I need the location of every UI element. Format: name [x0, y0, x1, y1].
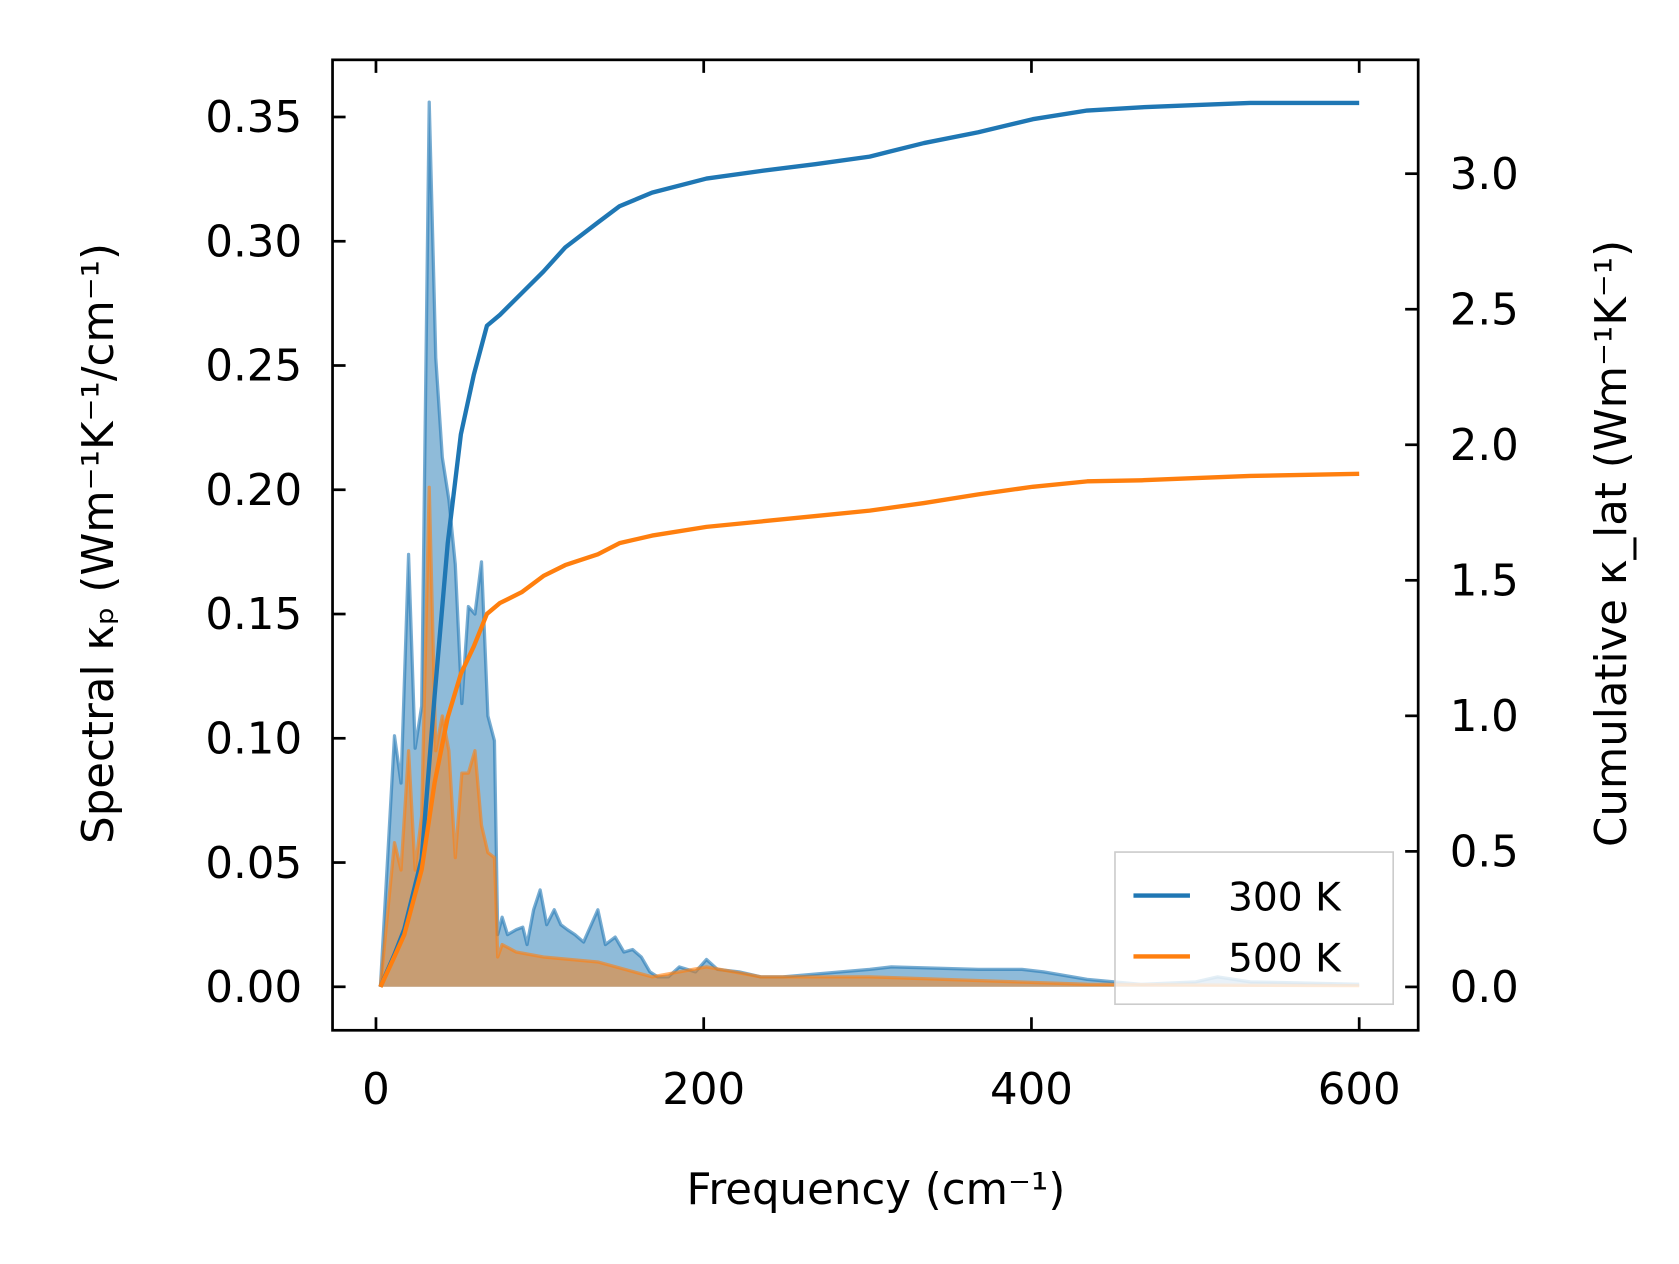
- legend-label-300k: 300 K: [1228, 876, 1342, 921]
- y-right-tick-label: 0.5: [1450, 828, 1519, 878]
- y-axis-left-label: Spectral κₚ (Wm⁻¹K⁻¹/cm⁻¹): [74, 243, 124, 844]
- y-left-tick-label: 0.05: [205, 839, 302, 889]
- y-right-tick-label: 2.5: [1450, 285, 1519, 335]
- y-right-tick-label: 2.0: [1450, 421, 1519, 471]
- cumulative-line-500k: [378, 471, 1360, 988]
- y-left-tick-label: 0.00: [205, 963, 302, 1013]
- plot-frame: [331, 58, 1420, 1032]
- spectral-line-300k: [378, 100, 1360, 987]
- x-tick-label: 200: [662, 1065, 745, 1115]
- cumulative-line-300k: [378, 100, 1360, 988]
- plot-marks: [378, 100, 1360, 988]
- y-left-tick-label: 0.10: [205, 714, 302, 764]
- y-left-tick-label: 0.35: [205, 93, 302, 143]
- y-left-tick-label: 0.25: [205, 342, 302, 392]
- x-tick-label: 0: [362, 1065, 390, 1115]
- y-left-tick-label: 0.15: [205, 590, 302, 640]
- axis-ticks: 0 200 400 600 0.00 0.05 0.10 0.15 0.20 0.25 0.30 0.…: [205, 59, 1519, 1115]
- x-tick-label: 400: [990, 1065, 1073, 1115]
- spectral-fill-500k: [380, 487, 1360, 987]
- x-tick-label: 600: [1318, 1065, 1401, 1115]
- legend: 300 K 500 K: [1114, 851, 1395, 1006]
- y-left-tick-label: 0.20: [205, 466, 302, 516]
- legend-box: [1114, 851, 1395, 1006]
- y-left-tick-label: 0.30: [205, 217, 302, 267]
- y-right-tick-label: 1.0: [1450, 692, 1519, 742]
- y-right-tick-label: 1.5: [1450, 557, 1519, 607]
- y-right-tick-label: 3.0: [1450, 150, 1519, 200]
- spectral-line-500k: [378, 485, 1360, 988]
- legend-label-500k: 500 K: [1228, 937, 1342, 982]
- y-axis-right-label: Cumulative κ_lat (Wm⁻¹K⁻¹): [1587, 240, 1637, 847]
- y-right-tick-label: 0.0: [1450, 963, 1519, 1013]
- x-axis-label: Frequency (cm⁻¹): [687, 1165, 1066, 1215]
